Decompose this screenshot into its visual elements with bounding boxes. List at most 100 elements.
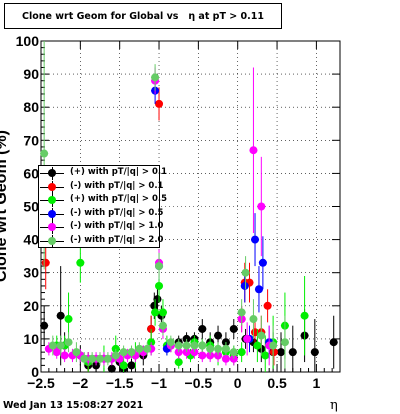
- x-tick-label: 0.5: [267, 375, 287, 391]
- data-point: [143, 344, 152, 353]
- data-point: [182, 341, 191, 350]
- legend-entry: (-) with pT/|q| > 0.1: [39, 180, 163, 194]
- legend-marker-icon: [48, 182, 56, 191]
- data-point: [119, 361, 128, 370]
- data-point: [52, 348, 61, 357]
- data-point: [261, 351, 270, 360]
- y-tick-label: 30: [23, 265, 39, 281]
- data-point: [288, 348, 297, 357]
- legend-label: (-) with pT/|q| > 2.0: [70, 234, 164, 245]
- legend-entry: (-) with pT/|q| > 0.5: [39, 207, 163, 221]
- legend-entry: (+) with pT/|q| > 0.5: [39, 194, 167, 207]
- data-point: [237, 348, 246, 357]
- y-tick-label: 70: [23, 132, 39, 148]
- data-point: [229, 324, 238, 333]
- legend-marker-icon: [48, 236, 56, 245]
- data-point: [151, 73, 160, 82]
- data-point: [254, 285, 263, 294]
- data-point: [240, 281, 249, 290]
- data-point: [237, 308, 246, 317]
- x-tick-label: −1: [151, 375, 167, 391]
- data-point: [263, 301, 272, 310]
- data-point: [166, 338, 175, 347]
- data-point: [41, 258, 50, 267]
- data-point: [280, 338, 289, 347]
- data-point: [198, 341, 207, 350]
- data-point: [214, 344, 223, 353]
- data-point: [269, 348, 278, 357]
- legend-marker-icon: [48, 196, 56, 204]
- data-point: [127, 361, 136, 370]
- x-tick-label: −2.5: [27, 375, 55, 391]
- data-point: [214, 331, 223, 340]
- y-tick-label: 100: [16, 33, 40, 49]
- x-tick-label: 1: [312, 375, 320, 391]
- y-tick-label: 10: [23, 331, 39, 347]
- legend-entry: (-) with pT/|q| > 1.0: [39, 221, 163, 234]
- data-point: [276, 348, 285, 357]
- legend-label: (-) with pT/|q| > 1.0: [70, 221, 164, 231]
- data-point: [107, 364, 116, 373]
- data-point: [60, 351, 69, 360]
- data-point: [127, 348, 136, 357]
- data-point: [243, 334, 252, 343]
- data-point: [241, 268, 250, 277]
- data-point: [64, 338, 73, 347]
- data-point: [135, 344, 144, 353]
- y-tick-label: 90: [23, 66, 39, 82]
- legend-label: (+) with pT/|q| > 0.1: [70, 167, 168, 177]
- data-point: [158, 308, 167, 317]
- data-point: [155, 262, 164, 271]
- data-point: [221, 354, 230, 363]
- legend-label: (-) with pT/|q| > 0.5: [70, 207, 164, 218]
- legend-marker-icon: [48, 169, 56, 177]
- x-tick-label: −1.5: [106, 375, 134, 391]
- y-tick-label: 50: [23, 199, 39, 215]
- x-tick-label: 0: [234, 375, 242, 391]
- data-point: [198, 324, 207, 333]
- legend-marker-icon: [48, 223, 56, 231]
- data-point: [174, 358, 183, 367]
- data-point: [258, 258, 267, 267]
- data-point: [158, 321, 167, 330]
- data-point: [257, 202, 266, 211]
- data-point: [155, 281, 164, 290]
- legend-marker-icon: [48, 209, 56, 218]
- data-point: [80, 354, 89, 363]
- data-point: [48, 341, 57, 350]
- x-axis-label: η: [330, 398, 338, 413]
- data-point: [221, 344, 230, 353]
- legend: (+) with pT/|q| > 0.1 (-) with pT/|q| > …: [38, 165, 167, 248]
- data-point: [76, 258, 85, 267]
- y-tick-label: 80: [23, 99, 39, 115]
- x-tick-label: −0.5: [185, 375, 213, 391]
- y-tick-label: 20: [23, 298, 39, 314]
- data-point: [40, 321, 49, 330]
- data-point: [190, 341, 199, 350]
- data-point: [249, 315, 258, 324]
- legend-label: (-) with pT/|q| > 0.1: [70, 180, 164, 191]
- data-point: [249, 146, 258, 155]
- x-tick-label: −2: [72, 375, 88, 391]
- data-point: [56, 341, 65, 350]
- data-point: [251, 235, 260, 244]
- data-point: [103, 354, 112, 363]
- data-point: [155, 99, 164, 108]
- data-point: [96, 354, 105, 363]
- data-point: [40, 149, 49, 158]
- data-point: [206, 344, 215, 353]
- legend-entry: (-) with pT/|q| > 2.0: [39, 234, 163, 248]
- legend-entry: (+) with pT/|q| > 0.1: [39, 167, 167, 180]
- y-tick-label: 40: [23, 232, 39, 248]
- data-point: [253, 341, 262, 350]
- y-tick-label: 0: [31, 364, 39, 380]
- data-point: [257, 331, 266, 340]
- data-point: [88, 354, 97, 363]
- data-point: [310, 348, 319, 357]
- data-point: [198, 351, 207, 360]
- data-point: [300, 311, 309, 320]
- chart-title: Clone wrt Geom for Global vs η at pT > 0…: [4, 3, 282, 29]
- data-point: [174, 341, 183, 350]
